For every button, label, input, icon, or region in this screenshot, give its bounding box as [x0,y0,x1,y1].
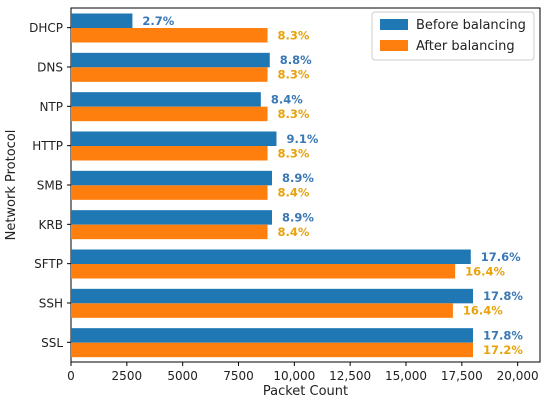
bar-dhcp-after [71,28,268,43]
y-tick-label-http: HTTP [32,139,63,153]
data-label-dns-after: 8.3% [278,68,310,82]
data-label-ntp-after: 8.3% [278,107,310,121]
bar-smb-before [71,170,272,186]
y-tick-label-dns: DNS [37,61,63,75]
legend: Before balancing After balancing [371,11,535,61]
bar-sftp-before [71,249,471,264]
bar-ssl-before [71,328,473,343]
y-tick-label-ssh: SSH [39,297,63,311]
y-axis-title: Network Protocol [4,130,19,241]
y-tick-label-krb: KRB [39,218,63,232]
y-axis-ticks: DHCP DNS NTP HTTP SMB KRB SFTP SSH SSL [29,21,71,350]
x-tick-label: 15,000 [385,369,427,383]
data-label-smb-after: 8.4% [278,186,310,200]
x-tick-label: 2500 [112,369,143,383]
data-label-ntp-before: 8.4% [271,92,303,106]
data-labels-group: 2.7%8.3%8.8%8.3%8.4%8.3%9.1%8.3%8.9%8.4%… [142,14,523,357]
data-label-krb-after: 8.4% [278,225,310,239]
bar-smb-after [71,185,268,200]
data-label-http-after: 8.3% [278,146,310,160]
legend-swatch-before [380,19,408,30]
legend-label-before: Before balancing [416,18,526,33]
x-axis-ticks: 0 2500 5000 7500 10,000 12,500 15,000 17,500 20,… [67,362,539,383]
x-tick-label: 20,000 [497,369,539,383]
x-tick-label: 17,500 [441,369,483,383]
data-label-dhcp-after: 8.3% [278,28,310,42]
data-label-dns-before: 8.8% [280,53,312,67]
y-tick-label-ssl: SSL [41,336,63,350]
data-label-http-before: 9.1% [286,132,318,146]
bar-ntp-after [71,106,268,122]
y-tick-label-sftp: SFTP [34,257,63,271]
y-tick-label-smb: SMB [37,179,63,193]
bar-ntp-before [71,92,261,107]
x-tick-label: 12,500 [329,369,371,383]
bar-dhcp-before [71,13,133,28]
x-tick-label: 10,000 [273,369,315,383]
legend-frame [371,11,535,61]
data-label-smb-before: 8.9% [282,171,314,185]
legend-swatch-after [380,40,408,51]
y-tick-label-ntp: NTP [39,100,63,114]
data-label-dhcp-before: 2.7% [142,14,174,28]
y-tick-label-dhcp: DHCP [29,21,63,35]
data-label-ssh-after: 16.4% [463,304,503,318]
bar-ssl-after [71,342,473,358]
bar-http-after [71,146,268,161]
bar-sftp-after [71,264,456,279]
data-label-ssl-before: 17.8% [483,328,523,342]
data-label-sftp-after: 16.4% [465,264,505,278]
bar-ssh-after [71,303,453,318]
x-tick-label: 7500 [223,369,254,383]
bar-dns-after [71,67,268,82]
x-tick-label: 5000 [167,369,198,383]
legend-label-after: After balancing [416,39,515,54]
data-label-ssh-before: 17.8% [483,289,523,303]
bar-dns-before [71,52,270,68]
bar-ssh-before [71,288,473,304]
bar-krb-before [71,210,272,225]
bar-http-before [71,131,277,146]
data-label-ssl-after: 17.2% [483,343,523,357]
bar-krb-after [71,224,268,240]
data-label-krb-before: 8.9% [282,210,314,224]
x-tick-label: 0 [67,369,75,383]
data-label-sftp-before: 17.6% [481,250,521,264]
x-axis-title: Packet Count [263,384,348,399]
bars-group [71,13,473,358]
